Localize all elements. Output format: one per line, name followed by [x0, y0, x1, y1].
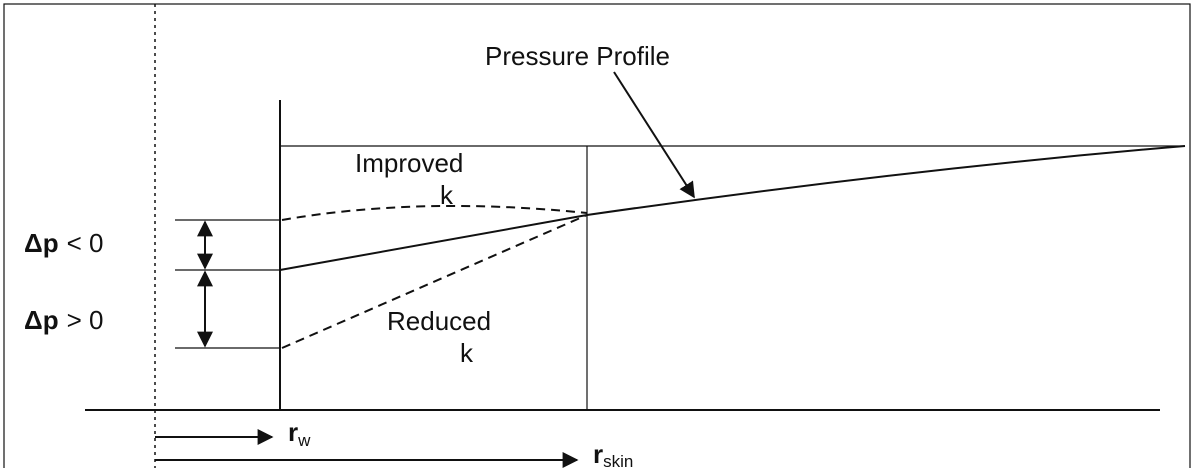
improved-profile	[281, 204, 588, 221]
zone-symbol: k	[440, 180, 454, 210]
frame	[3, 3, 1191, 468]
dp-label: Δp < 0	[24, 228, 103, 258]
dp-quantity: Δp	[24, 228, 59, 258]
reduced-profile	[281, 214, 588, 349]
dp-label: Δp > 0	[24, 305, 103, 335]
pressure-profile	[279, 145, 1186, 271]
profile-pointer	[613, 71, 695, 199]
radius-label: rskin	[593, 439, 633, 468]
radius-sub: skin	[603, 452, 633, 468]
radius-base: r	[593, 439, 603, 468]
radius-label: rw	[288, 417, 311, 451]
radius-base: r	[288, 417, 298, 447]
zone-symbol: k	[460, 338, 474, 368]
dp-relation: < 0	[67, 228, 104, 258]
radius-sub: w	[297, 431, 311, 450]
dp-quantity: Δp	[24, 305, 59, 335]
zone-label: Improved	[355, 148, 463, 178]
dp-relation: > 0	[67, 305, 104, 335]
title: Pressure Profile	[485, 41, 670, 71]
zone-label: Reduced	[387, 306, 491, 336]
